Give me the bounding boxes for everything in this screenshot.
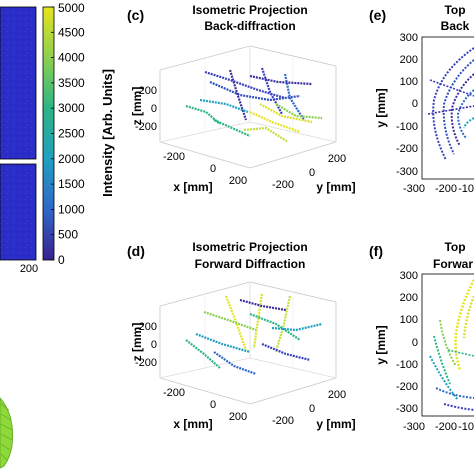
panel-e: (e) Top Back y [mm] 300 200 100 0 -100 -…	[369, 3, 474, 195]
panel-c: (c) Isometric Projection Back-diffractio…	[127, 3, 356, 194]
top-e-ytick-m300: -300	[396, 166, 418, 178]
top-e-ytick-m100: -100	[396, 121, 418, 133]
iso-d-ztick-0: 0	[151, 339, 157, 351]
iso-d-axes: z [mm] 200 0 -200 -200 0 200 x [mm] -200…	[130, 321, 356, 431]
top-f-data	[429, 279, 474, 411]
iso-d-ztick-200: 200	[139, 321, 157, 333]
panel-f-letter: (f)	[369, 243, 383, 259]
image-panel: 200	[0, 6, 38, 469]
top-f-ytick-300: 300	[400, 270, 418, 282]
top-e-xtick-m300: -300	[403, 183, 425, 195]
panel-e-title-1: Top	[444, 3, 465, 17]
top-f-xtick-m10: -10	[458, 421, 474, 433]
image-top	[0, 6, 37, 160]
iso-c-ztick-m200: -200	[135, 121, 157, 133]
panel-d: (d) Isometric Projection Forward Diffrac…	[127, 240, 356, 431]
iso-c-ytick-m200: -200	[272, 179, 294, 191]
image-bottom	[0, 163, 37, 261]
panel-f-title-1: Top	[444, 240, 465, 254]
iso-d-xtick-200: 200	[229, 411, 247, 423]
top-f-ytick-100: 100	[400, 314, 418, 326]
top-e-ytick-0: 0	[412, 98, 418, 110]
iso-c-ytick-200: 200	[328, 153, 346, 165]
iso-d-xlabel: x [mm]	[173, 417, 212, 431]
panel-d-letter: (d)	[127, 243, 145, 259]
panel-c-title-1: Isometric Projection	[192, 3, 307, 17]
top-f-ylabel: y [mm]	[374, 325, 388, 364]
iso-c-ylabel: y [mm]	[316, 180, 355, 194]
colorbar-tick-label: 5000	[58, 1, 85, 15]
top-e-ytick-100: 100	[400, 76, 418, 88]
iso-d-ytick-0: 0	[309, 403, 315, 415]
green-shape-icon	[0, 397, 14, 469]
iso-d-ytick-200: 200	[328, 389, 346, 401]
colorbar-label: Intensity [Arb. Units]	[100, 69, 115, 197]
colorbar-tick-label: 2500	[58, 127, 85, 141]
top-e-ylabel: y [mm]	[374, 88, 388, 127]
panel-d-title-2: Forward Diffraction	[195, 257, 306, 271]
iso-c-xtick-200: 200	[229, 175, 247, 187]
colorbar-tick-label: 4500	[58, 25, 85, 39]
colorbar-tick-label: 1000	[58, 202, 85, 216]
panel-c-letter: (c)	[127, 7, 144, 23]
panel-e-title-2: Back	[441, 19, 470, 33]
top-e-axes-box	[421, 36, 474, 180]
colorbar-tick-label: 4000	[58, 51, 85, 65]
panel-c-title-2: Back-diffraction	[204, 19, 295, 33]
iso-d-xtick-0: 0	[210, 399, 216, 411]
iso-d-xtick-m200: -200	[163, 387, 185, 399]
top-e-xtick-m200: -200	[435, 183, 457, 195]
top-f-ytick-200: 200	[400, 292, 418, 304]
colorbar-tick-label: 3000	[58, 101, 85, 115]
iso-c-zlabel: z [mm]	[130, 87, 144, 126]
colorbar: 5000450040003500300025002000150010005000…	[42, 1, 115, 267]
colorbar-tick-label: 500	[58, 228, 78, 242]
panel-f: (f) Top Forwar y [mm] 300 200 100 0 -100…	[369, 240, 474, 433]
image-xtick: 200	[20, 263, 38, 275]
iso-box-d	[159, 281, 337, 405]
iso-c-axes: z [mm] 200 0 -200 -200 0 200 x [mm] -200…	[130, 85, 356, 194]
iso-c-xtick-0: 0	[210, 163, 216, 175]
iso-c-xtick-m200: -200	[163, 151, 185, 163]
top-f-ytick-m200: -200	[396, 381, 418, 393]
iso-c-data	[185, 67, 323, 143]
top-f-ytick-m300: -300	[396, 403, 418, 415]
top-f-axes-box	[421, 273, 474, 417]
top-f-axes: y [mm] 300 200 100 0 -100 -200 -300 -300…	[374, 270, 474, 433]
top-f-xtick-m300: -300	[403, 421, 425, 433]
top-f-ytick-m100: -100	[396, 359, 418, 371]
iso-d-ztick-m200: -200	[135, 357, 157, 369]
iso-c-ztick-200: 200	[139, 85, 157, 97]
top-f-ytick-0: 0	[412, 337, 418, 349]
top-f-xtick-m200: -200	[435, 421, 457, 433]
panel-d-title-1: Isometric Projection	[192, 240, 307, 254]
iso-c-ztick-0: 0	[151, 103, 157, 115]
iso-d-zlabel: z [mm]	[130, 323, 144, 362]
iso-c-ytick-0: 0	[309, 167, 315, 179]
panel-e-letter: (e)	[369, 7, 386, 23]
colorbar-tick-label: 3500	[58, 76, 85, 90]
iso-d-data	[185, 293, 323, 376]
iso-d-ytick-m200: -200	[272, 415, 294, 427]
top-e-xtick-m10: -10	[458, 183, 474, 195]
iso-d-ylabel: y [mm]	[316, 417, 355, 431]
top-e-axes: y [mm] 300 200 100 0 -100 -200 -300 -300…	[374, 32, 474, 195]
top-e-data	[427, 47, 474, 161]
iso-box-c	[159, 45, 337, 169]
top-e-ytick-300: 300	[400, 32, 418, 44]
colorbar-tick-label: 2000	[58, 152, 85, 166]
top-e-ytick-200: 200	[400, 54, 418, 66]
colorbar-tick-label: 0	[58, 253, 65, 267]
panel-f-title-2: Forwar	[433, 257, 473, 271]
iso-c-xlabel: x [mm]	[173, 180, 212, 194]
colorbar-tick-label: 1500	[58, 177, 85, 191]
top-e-ytick-m200: -200	[396, 143, 418, 155]
